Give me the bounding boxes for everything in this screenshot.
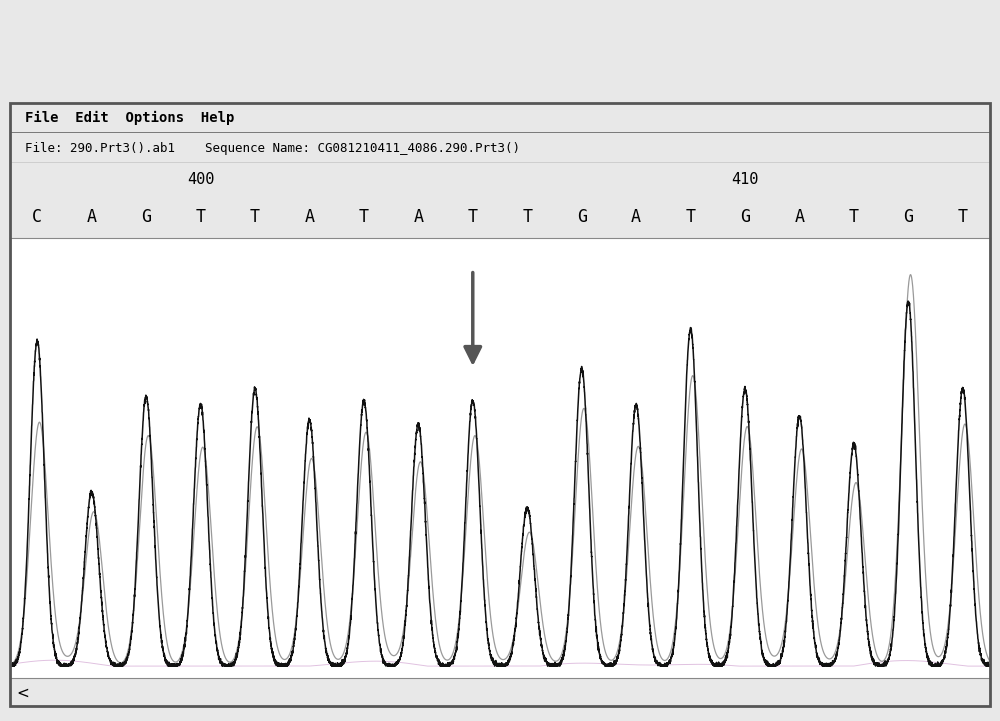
Text: T: T xyxy=(849,208,859,226)
Text: G: G xyxy=(577,208,587,226)
Text: T: T xyxy=(196,208,206,226)
Text: File  Edit  Options  Help: File Edit Options Help xyxy=(25,111,234,125)
Text: G: G xyxy=(903,208,913,226)
Text: T: T xyxy=(686,208,696,226)
Text: T: T xyxy=(468,208,478,226)
Text: 400: 400 xyxy=(187,172,214,187)
Text: T: T xyxy=(522,208,532,226)
Text: A: A xyxy=(87,208,97,226)
Text: 410: 410 xyxy=(731,172,759,187)
Text: G: G xyxy=(740,208,750,226)
Text: A: A xyxy=(413,208,423,226)
Text: T: T xyxy=(958,208,968,226)
Text: <: < xyxy=(16,686,29,701)
Text: A: A xyxy=(304,208,314,226)
Text: File: 290.Prt3().ab1    Sequence Name: CG081210411_4086.290.Prt3(): File: 290.Prt3().ab1 Sequence Name: CG08… xyxy=(25,141,520,154)
Text: A: A xyxy=(631,208,641,226)
Text: T: T xyxy=(250,208,260,226)
Text: T: T xyxy=(359,208,369,226)
Text: A: A xyxy=(794,208,804,226)
Text: G: G xyxy=(141,208,151,226)
Text: C: C xyxy=(32,208,42,226)
